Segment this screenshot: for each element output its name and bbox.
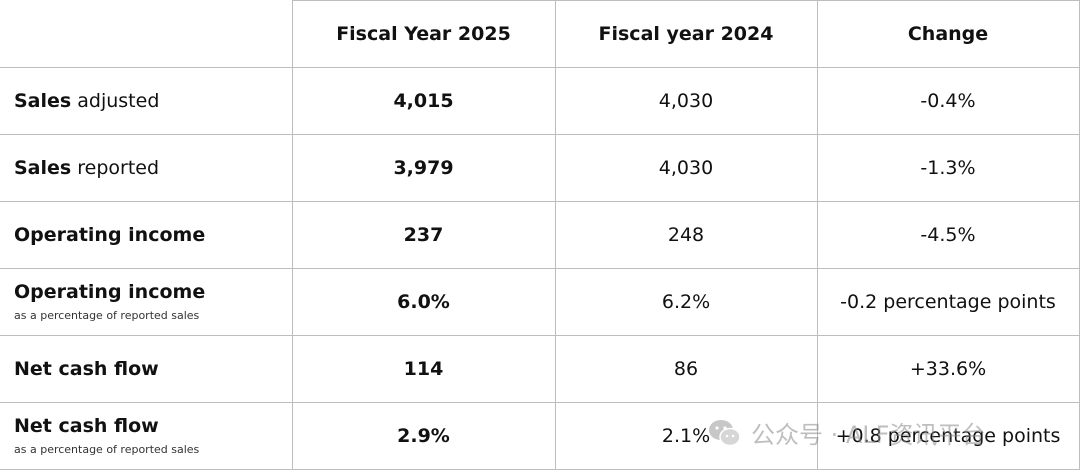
change-value: +33.6%	[816, 335, 1080, 403]
table-header-row: Fiscal Year 2025 Fiscal year 2024 Change	[0, 0, 1080, 68]
fy2025-value: 2.9%	[291, 402, 556, 470]
change-value: +0.8 percentage points	[816, 402, 1080, 470]
header-change: Change	[816, 0, 1080, 68]
fy2025-value: 6.0%	[291, 268, 556, 336]
watermark-text: 公众号 · ALF资讯平台	[751, 421, 986, 449]
change-value: -1.3%	[816, 134, 1080, 202]
row-label: Operating income	[0, 201, 293, 269]
change-value: -0.2 percentage points	[816, 268, 1080, 336]
fy2025-value: 3,979	[291, 134, 556, 202]
table-row: Net cash flow as a percentage of reporte…	[0, 402, 1080, 470]
row-label-bold: Sales	[14, 90, 72, 112]
row-label-bold: Net cash flow	[14, 415, 159, 437]
header-blank-cell	[0, 0, 293, 68]
table-row: Operating income as a percentage of repo…	[0, 268, 1080, 336]
fy2024-value: 4,030	[554, 67, 818, 135]
row-label-bold: Net cash flow	[14, 358, 159, 380]
row-label-bold: Operating income	[14, 281, 206, 303]
row-label-bold: Sales	[14, 157, 72, 179]
fy2025-value: 237	[291, 201, 556, 269]
row-label: Sales adjusted	[0, 67, 293, 135]
table-row: Net cash flow 114 86 +33.6%	[0, 335, 1080, 403]
wechat-icon	[709, 419, 741, 446]
row-label: Net cash flow	[0, 335, 293, 403]
fy2025-value: 114	[291, 335, 556, 403]
fy2025-value: 4,015	[291, 67, 556, 135]
row-sublabel: as a percentage of reported sales	[14, 443, 200, 456]
fy2024-value: 248	[554, 201, 818, 269]
row-label-rest: reported	[71, 157, 160, 179]
fy2024-value: 6.2%	[554, 268, 818, 336]
table-row: Sales reported 3,979 4,030 -1.3%	[0, 134, 1080, 202]
fy2024-value: 86	[554, 335, 818, 403]
row-label-bold: Operating income	[14, 224, 206, 246]
row-label-rest: adjusted	[71, 90, 160, 112]
row-label: Net cash flow as a percentage of reporte…	[0, 402, 293, 470]
change-value: -4.5%	[816, 201, 1080, 269]
fy2024-value: 4,030	[554, 134, 818, 202]
change-value: -0.4%	[816, 67, 1080, 135]
header-fiscal-year-2024: Fiscal year 2024	[554, 0, 818, 68]
header-fiscal-year-2025: Fiscal Year 2025	[291, 0, 556, 68]
watermark: 公众号 · ALF资讯平台	[707, 415, 985, 450]
row-label: Sales reported	[0, 134, 293, 202]
table-row: Operating income 237 248 -4.5%	[0, 201, 1080, 269]
table-row: Sales adjusted 4,015 4,030 -0.4%	[0, 67, 1080, 135]
row-sublabel: as a percentage of reported sales	[14, 309, 200, 322]
row-label: Operating income as a percentage of repo…	[0, 268, 293, 336]
